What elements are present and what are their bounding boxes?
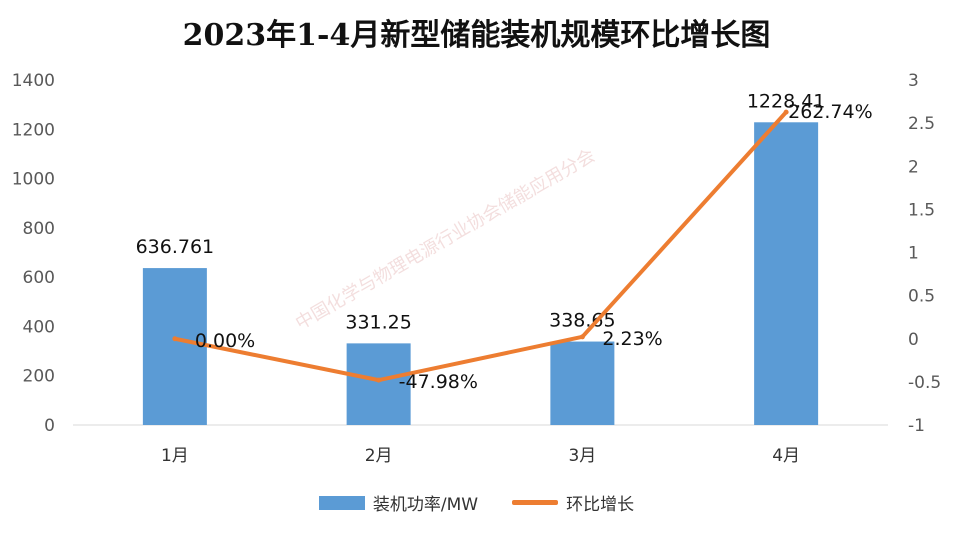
line-series: 0.00% -47.98% 2.23% 262.74% (172, 101, 873, 393)
line-data-label: 0.00% (195, 330, 255, 352)
x-axis: 1月 2月 3月 4月 (161, 446, 800, 466)
bar (142, 268, 207, 425)
bar-data-label: 331.25 (345, 311, 411, 333)
legend-item-bar: 装机功率/MW (318, 490, 479, 515)
x-tick-label: 1月 (161, 446, 189, 466)
x-tick-label: 4月 (772, 446, 800, 466)
watermark-text: 中国化学与物理电源行业协会储能应用分会 (292, 145, 599, 334)
left-tick-label: 200 (23, 367, 55, 387)
legend-label-line: 环比增长 (566, 495, 635, 515)
right-tick-label: 0.5 (908, 287, 935, 307)
right-tick-label: -1 (908, 416, 925, 436)
line-point (579, 334, 585, 340)
x-tick-label: 3月 (568, 446, 596, 466)
bar (550, 341, 615, 425)
left-tick-label: 600 (23, 268, 55, 288)
bar-data-label: 1228.41 (747, 90, 826, 112)
line-path (172, 110, 789, 383)
left-tick-label: 800 (23, 219, 55, 239)
right-axis: 3 2.5 2 1.5 1 0.5 0 -0.5 -1 (908, 71, 941, 436)
bar-data-label: 338.65 (549, 310, 615, 332)
left-tick-label: 1400 (12, 71, 55, 91)
right-tick-label: 2.5 (908, 114, 935, 134)
left-tick-label: 400 (23, 317, 55, 337)
left-tick-label: 1000 (12, 170, 55, 190)
right-tick-label: -0.5 (908, 373, 941, 393)
right-tick-label: 1 (908, 244, 919, 264)
line-data-label: 2.23% (602, 328, 662, 350)
line-data-label: -47.98% (399, 371, 478, 393)
bar-series: 636.761 331.25 338.65 1228.41 (136, 90, 826, 426)
line-point (172, 336, 178, 342)
line-point (783, 109, 789, 115)
legend: 装机功率/MW 环比增长 (0, 490, 953, 515)
legend-item-line: 环比增长 (512, 490, 634, 515)
line-point (376, 377, 382, 383)
right-tick-label: 3 (908, 71, 919, 91)
right-tick-label: 2 (908, 157, 919, 177)
chart-title: 2023年1-4月新型储能装机规模环比增长图 (182, 18, 771, 53)
bar (754, 122, 819, 426)
left-tick-label: 1200 (12, 120, 55, 140)
legend-swatch-line (512, 500, 559, 505)
x-tick-label: 2月 (365, 446, 393, 466)
legend-label-bar: 装机功率/MW (372, 495, 479, 515)
left-axis: 0 200 400 600 800 1000 1200 1400 (12, 71, 55, 436)
bar (346, 343, 411, 425)
bar-data-label: 636.761 (136, 236, 215, 258)
watermark: 中国化学与物理电源行业协会储能应用分会 (292, 145, 599, 334)
legend-swatch-bar (318, 495, 365, 510)
right-tick-label: 1.5 (908, 200, 935, 220)
right-tick-label: 0 (908, 330, 919, 350)
left-tick-label: 0 (44, 416, 55, 436)
line-data-label: 262.74% (788, 101, 873, 123)
